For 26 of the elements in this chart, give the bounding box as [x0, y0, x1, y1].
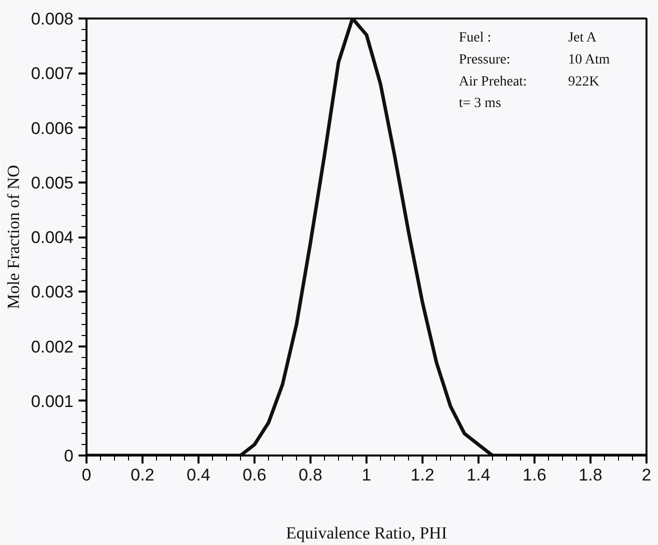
annotation: t= 3 ms: [458, 96, 502, 112]
x-tick-label: 1.2: [410, 466, 434, 484]
y-tick-label: 0.005: [30, 173, 74, 192]
x-tick-label: 1.6: [522, 466, 546, 484]
x-tick-label: 1.8: [578, 466, 602, 484]
x-tick-label: 0.8: [298, 466, 322, 484]
x-tick-label: 2: [642, 466, 652, 484]
x-tick-label: 1: [362, 466, 372, 484]
text: Air Preheat: 922K: [458, 74, 600, 90]
x-axis-title: Equivalence Ratio, PHI: [286, 524, 448, 542]
x-tick-label: 0.4: [186, 466, 210, 484]
y-tick-label: 0.006: [30, 118, 74, 138]
y-tick-label: 0.007: [30, 64, 74, 84]
x-tick-label: 0: [82, 466, 92, 484]
y-tick-label: 0: [64, 446, 74, 466]
x-tick-label: 1.4: [466, 466, 490, 484]
y-axis-title: Mole Fraction of NO: [4, 164, 23, 309]
y-tick-label: 0.008: [30, 10, 74, 28]
y-tick-label: 0.004: [30, 228, 74, 247]
y-tick-label: 0.001: [30, 392, 74, 411]
x-tick-label: 0.6: [242, 466, 266, 484]
y-tick-label: 0.002: [30, 337, 74, 356]
text: Pressure: 10 Atm: [458, 52, 610, 68]
text: Fuel : Jet A: [458, 30, 596, 46]
y-tick-label: 0.003: [30, 282, 74, 302]
x-tick-label: 0.2: [130, 466, 154, 484]
